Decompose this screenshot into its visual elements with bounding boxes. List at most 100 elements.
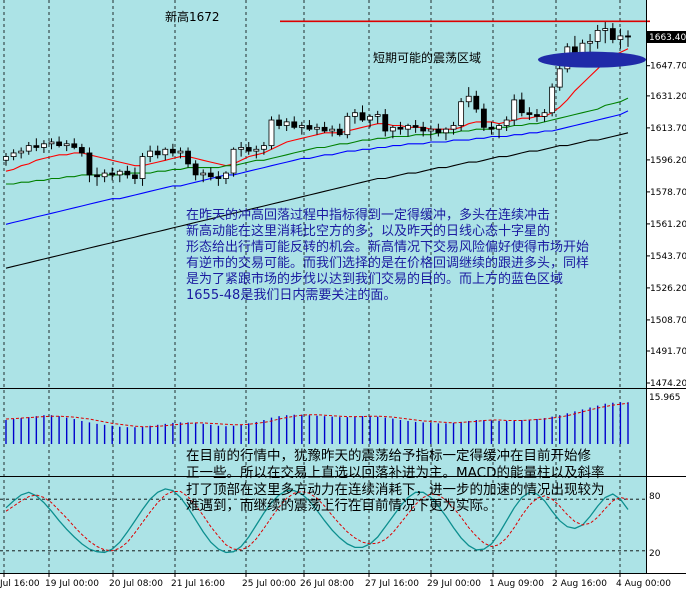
candle-body bbox=[116, 170, 123, 176]
candle-body bbox=[18, 150, 25, 154]
candle-body bbox=[602, 28, 609, 31]
candle-body bbox=[291, 121, 298, 128]
candle-body bbox=[147, 150, 154, 158]
time-tick-label: 20 Jul 08:00 bbox=[109, 579, 163, 589]
candle-body bbox=[86, 152, 93, 176]
candle-body bbox=[10, 152, 17, 158]
moving-average-line bbox=[5, 48, 629, 172]
candle-body bbox=[397, 126, 404, 130]
price-commentary: 在昨天的冲高回落过程中指标得到一定得缓冲，多头在连续冲击 新高动能在这里消耗比空… bbox=[186, 207, 589, 303]
candle-body bbox=[314, 126, 320, 130]
commentary-line: 是为了紧跟市场的步伐以达到我们交易的目的。而上方的蓝色区域 bbox=[186, 271, 563, 287]
time-tick-label: 25 Jul 00:00 bbox=[242, 579, 296, 589]
candle-body bbox=[132, 174, 138, 179]
commentary-line: 在昨天的冲高回落过程中指标得到一定得缓冲，多头在连续冲击 bbox=[186, 207, 550, 223]
candle-body bbox=[139, 156, 146, 179]
macd-signal-line bbox=[5, 402, 629, 428]
candle-body bbox=[526, 112, 533, 115]
candle-body bbox=[94, 174, 100, 178]
candle-body bbox=[549, 86, 556, 114]
stoch-level-80: 80 bbox=[649, 492, 661, 502]
price-panel-bg bbox=[0, 0, 646, 388]
candle-body bbox=[48, 141, 55, 145]
blue-zone-marker bbox=[538, 51, 646, 68]
candle-body bbox=[427, 128, 434, 132]
candle-body bbox=[405, 125, 411, 130]
candle-body bbox=[625, 35, 631, 38]
candle-body bbox=[230, 148, 237, 174]
commentary-line: 在目前的行情中，犹豫昨天的震荡给予指标一定得缓冲在目前开始修 bbox=[186, 447, 591, 464]
time-tick-label: 21 Jul 16:00 bbox=[171, 579, 225, 589]
candle-body bbox=[207, 172, 214, 178]
new-high-label: 新高1672 bbox=[165, 9, 220, 24]
candle-body bbox=[435, 128, 442, 134]
commentary-line: 难遇到，而继续的震荡上行在目前情况下更为实际。 bbox=[186, 497, 497, 514]
candle-body bbox=[389, 126, 396, 132]
candle-body bbox=[185, 150, 191, 165]
price-tick-label: 1474.20 bbox=[650, 379, 686, 389]
candle-body bbox=[587, 40, 593, 44]
candle-body bbox=[496, 125, 502, 130]
time-tick-label: 1 Aug 09:00 bbox=[489, 579, 544, 589]
time-tick-label: 29 Jul 00:00 bbox=[427, 579, 481, 589]
price-tick-label: 1561.20 bbox=[650, 220, 686, 230]
candle-body bbox=[306, 125, 313, 130]
moving-average-line bbox=[5, 110, 629, 225]
moving-average-line bbox=[5, 132, 629, 269]
candle-body bbox=[617, 35, 624, 40]
candle-body bbox=[503, 119, 510, 126]
commentary-line: 打了顶部在这里多方动力在连续消耗下，进一步的加速的情况出现较为 bbox=[186, 481, 605, 498]
commentary-line: 1655-48是我们日内需要关注的面。 bbox=[186, 287, 396, 303]
candle-body bbox=[276, 119, 282, 126]
candle-body bbox=[268, 119, 275, 147]
stoch-main-line bbox=[5, 488, 629, 554]
zone-label: 短期可能的震荡区域 bbox=[373, 50, 481, 65]
time-tick-label: Jul 16:00 bbox=[0, 579, 40, 589]
candle-body bbox=[238, 147, 245, 150]
candle-body bbox=[488, 126, 495, 130]
candle-body bbox=[192, 163, 199, 176]
candle-body bbox=[321, 126, 328, 132]
candle-body bbox=[33, 145, 40, 148]
stoch-panel-bg bbox=[0, 477, 646, 573]
time-tick-label: 26 Jul 08:00 bbox=[300, 579, 354, 589]
candle-body bbox=[412, 125, 419, 128]
candle-body bbox=[518, 99, 525, 114]
price-tick-label: 1647.70 bbox=[650, 62, 686, 72]
price-tick-label: 1543.70 bbox=[650, 252, 686, 262]
time-axis-bg bbox=[0, 573, 686, 591]
candle-body bbox=[382, 114, 389, 132]
stoch-level-20: 20 bbox=[649, 549, 661, 559]
commentary-line: 正一些。所以在交易上直选以回落补进为主。MACD的能量柱以及斜率 bbox=[186, 464, 604, 481]
commentary-line: 有逆市的交易可能。而我们选择的是在价格回调继续的跟进多头，同样 bbox=[186, 255, 589, 271]
candle-body bbox=[359, 112, 366, 121]
commentary-line: 形态给出行情可能反转的机会。新高情况下交易风险偏好使得市场开始 bbox=[186, 239, 589, 255]
time-tick-label: 2 Aug 16:00 bbox=[552, 579, 607, 589]
candle-body bbox=[609, 28, 616, 40]
candle-body bbox=[200, 172, 207, 176]
macd-histogram bbox=[5, 402, 629, 444]
candle-body bbox=[101, 172, 108, 178]
candle-body bbox=[480, 108, 487, 128]
candle-body bbox=[215, 176, 222, 179]
candle-body bbox=[367, 115, 373, 121]
candle-body bbox=[443, 128, 449, 134]
price-tick-label: 1596.20 bbox=[650, 156, 686, 166]
time-tick-label: 27 Jul 16:00 bbox=[365, 579, 419, 589]
candle-body bbox=[465, 95, 472, 103]
candle-body bbox=[283, 121, 290, 126]
candle-body bbox=[352, 112, 358, 117]
commentary-line: 新高动能在这里消耗比空方的多；以及昨天的日线心态十字星的 bbox=[186, 223, 550, 239]
candle-body bbox=[556, 68, 563, 88]
candle-body bbox=[420, 126, 427, 132]
candle-body bbox=[336, 128, 343, 136]
price-axis-ticks: 1647.70 1631.20 1613.70 1596.20 1578.70 1561.… bbox=[646, 36, 686, 389]
stochastic-oscillator bbox=[0, 488, 646, 554]
candle-body bbox=[344, 115, 351, 136]
price-tick-label: 1526.20 bbox=[650, 284, 686, 294]
candle-body bbox=[109, 172, 116, 176]
candle-body bbox=[3, 156, 9, 161]
price-tick-label: 1508.70 bbox=[650, 316, 686, 326]
candle-body bbox=[41, 143, 47, 148]
